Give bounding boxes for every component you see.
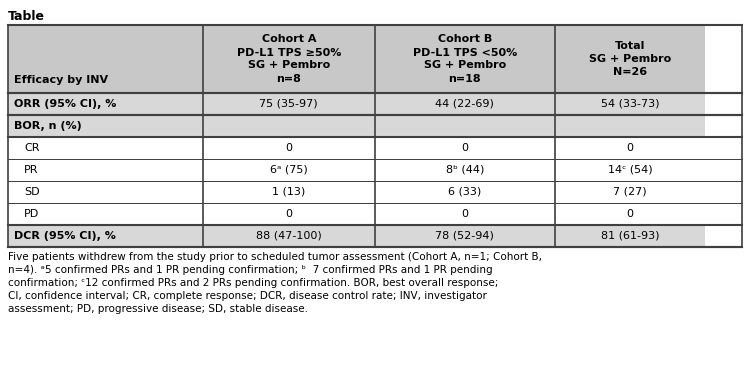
Text: 54 (33-73): 54 (33-73): [601, 99, 659, 109]
Text: 88 (47-100): 88 (47-100): [256, 231, 322, 241]
Text: BOR, n (%): BOR, n (%): [14, 121, 82, 131]
Bar: [202, 203, 375, 225]
Text: assessment; PD, progressive disease; SD, stable disease.: assessment; PD, progressive disease; SD,…: [8, 304, 308, 314]
Text: Cohort B: Cohort B: [438, 34, 492, 45]
Text: n=4). ᵊ5 confirmed PRs and 1 PR pending confirmation; ᵇ 7 confirmed PRs and 1 PR: n=4). ᵊ5 confirmed PRs and 1 PR pending …: [8, 265, 493, 275]
Bar: [8, 93, 202, 115]
Bar: [375, 159, 555, 181]
Text: confirmation; ᶜ12 confirmed PRs and 2 PRs pending confirmation. BOR, best overal: confirmation; ᶜ12 confirmed PRs and 2 PR…: [8, 278, 498, 288]
Bar: [375, 137, 555, 159]
Text: 75 (35-97): 75 (35-97): [260, 99, 318, 109]
Bar: [8, 203, 202, 225]
Bar: [375, 203, 555, 225]
Text: Five patients withdrew from the study prior to scheduled tumor assessment (Cohor: Five patients withdrew from the study pr…: [8, 252, 542, 262]
Text: 6 (33): 6 (33): [448, 187, 482, 197]
Text: Total: Total: [615, 41, 645, 51]
Text: 78 (52-94): 78 (52-94): [436, 231, 494, 241]
Text: CR: CR: [24, 143, 40, 153]
Bar: [555, 181, 705, 203]
Text: SG + Pembro: SG + Pembro: [589, 54, 671, 64]
Bar: [202, 93, 375, 115]
Text: 81 (61-93): 81 (61-93): [601, 231, 659, 241]
Bar: [8, 181, 202, 203]
Bar: [202, 225, 375, 247]
Text: CI, confidence interval; CR, complete response; DCR, disease control rate; INV, : CI, confidence interval; CR, complete re…: [8, 291, 487, 301]
Text: 0: 0: [285, 209, 292, 219]
Bar: [8, 159, 202, 181]
Text: Cohort A: Cohort A: [262, 34, 316, 45]
Text: SG + Pembro: SG + Pembro: [424, 60, 506, 70]
Bar: [555, 225, 705, 247]
Text: 14ᶜ (54): 14ᶜ (54): [608, 165, 652, 175]
Text: 0: 0: [285, 143, 292, 153]
Text: Efficacy by INV: Efficacy by INV: [14, 75, 108, 85]
Text: PD: PD: [24, 209, 39, 219]
Text: 0: 0: [461, 143, 469, 153]
Text: 0: 0: [626, 143, 634, 153]
Text: n=8: n=8: [276, 74, 302, 84]
Text: DCR (95% CI), %: DCR (95% CI), %: [14, 231, 116, 241]
Bar: [202, 25, 375, 93]
Text: 0: 0: [626, 209, 634, 219]
Bar: [202, 137, 375, 159]
Text: N=26: N=26: [613, 67, 647, 77]
Text: PD-L1 TPS ≥50%: PD-L1 TPS ≥50%: [236, 48, 341, 57]
Bar: [202, 115, 375, 137]
Text: SG + Pembro: SG + Pembro: [248, 60, 330, 70]
Bar: [555, 25, 705, 93]
Text: ORR (95% CI), %: ORR (95% CI), %: [14, 99, 116, 109]
Text: 6ᵃ (75): 6ᵃ (75): [270, 165, 308, 175]
Bar: [555, 93, 705, 115]
Bar: [555, 203, 705, 225]
Bar: [375, 115, 555, 137]
Bar: [8, 115, 202, 137]
Bar: [8, 25, 202, 93]
Bar: [202, 181, 375, 203]
Bar: [555, 159, 705, 181]
Bar: [375, 93, 555, 115]
Text: 7 (27): 7 (27): [614, 187, 647, 197]
Text: 8ᵇ (44): 8ᵇ (44): [446, 165, 484, 175]
Bar: [555, 115, 705, 137]
Text: n=18: n=18: [448, 74, 482, 84]
Text: SD: SD: [24, 187, 40, 197]
Bar: [8, 225, 202, 247]
Bar: [375, 225, 555, 247]
Bar: [555, 137, 705, 159]
Text: 44 (22-69): 44 (22-69): [436, 99, 494, 109]
Text: 0: 0: [461, 209, 469, 219]
Bar: [375, 181, 555, 203]
Bar: [8, 137, 202, 159]
Text: Table: Table: [8, 10, 45, 23]
Text: 1 (13): 1 (13): [272, 187, 305, 197]
Text: PR: PR: [24, 165, 38, 175]
Bar: [202, 159, 375, 181]
Text: PD-L1 TPS <50%: PD-L1 TPS <50%: [413, 48, 517, 57]
Bar: [375, 25, 555, 93]
